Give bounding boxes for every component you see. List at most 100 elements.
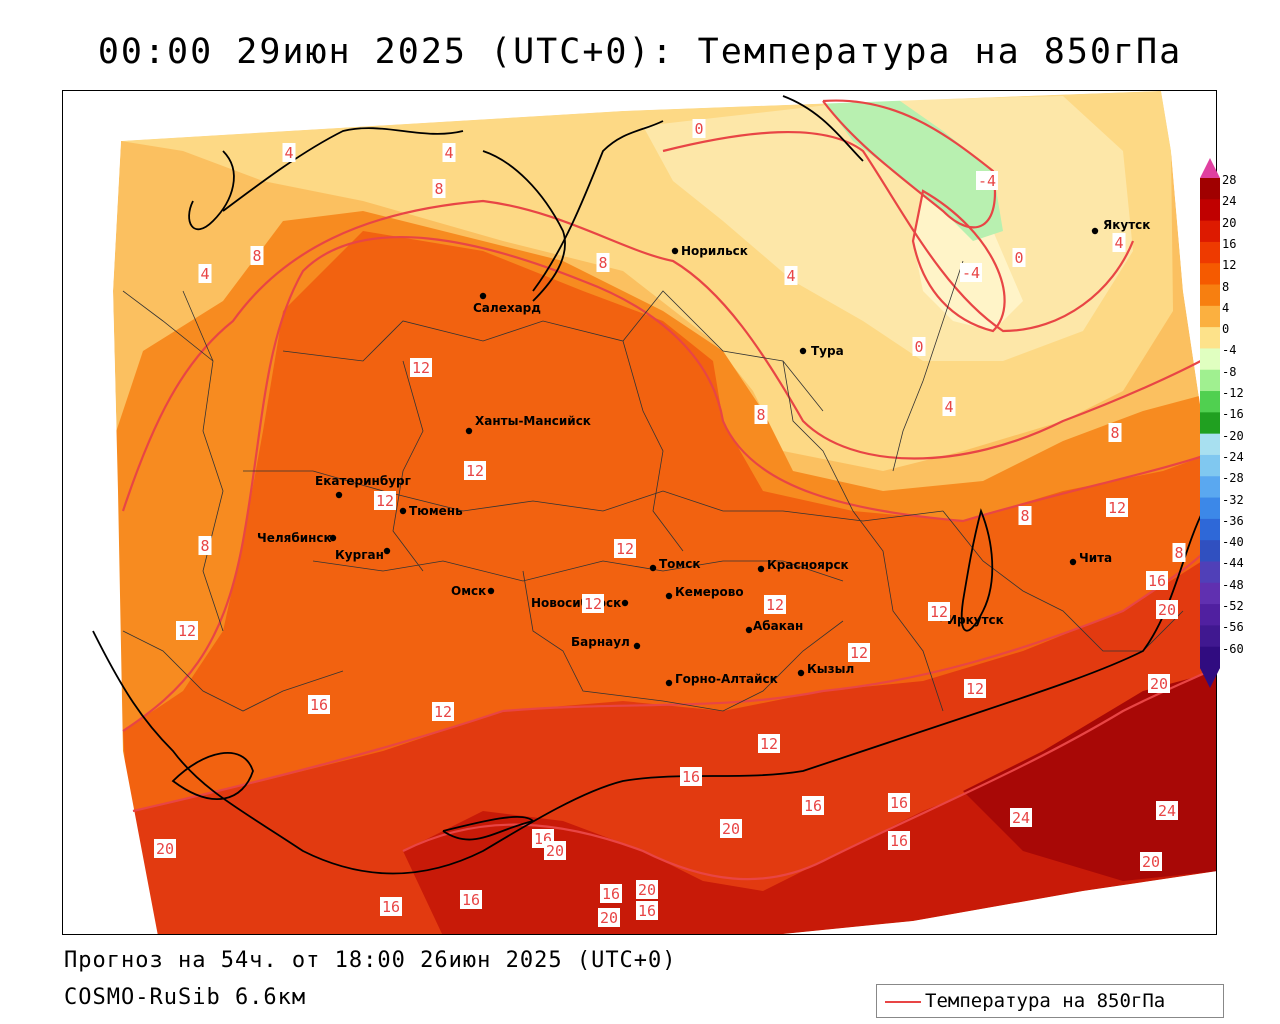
contour-value-label: 4 bbox=[200, 265, 209, 283]
city-label: Омск bbox=[451, 584, 486, 598]
contour-label-bg bbox=[154, 839, 176, 858]
temperature-map: Салехард Норильск Якутск Тура Ханты-Мансийск… bbox=[62, 90, 1217, 935]
colorbar-label: 8 bbox=[1222, 279, 1230, 294]
contour-label-bg bbox=[410, 358, 432, 377]
contour-label-bg bbox=[720, 819, 742, 838]
contour-label-bg bbox=[374, 491, 396, 510]
city-label: Красноярск bbox=[767, 558, 849, 572]
contour-value-label: 0 bbox=[1014, 249, 1023, 267]
contour-label-bg bbox=[802, 796, 824, 815]
city-marker bbox=[335, 491, 343, 499]
colorbar-swatch bbox=[1200, 327, 1220, 349]
contour-value-label: 16 bbox=[462, 891, 480, 909]
contour-label-bg bbox=[754, 405, 768, 424]
colorbar-swatch bbox=[1200, 518, 1220, 541]
city-label: Салехард bbox=[473, 301, 541, 315]
contour-label-bg bbox=[976, 171, 998, 190]
colorbar-swatch bbox=[1200, 476, 1220, 499]
colorbar-swatch bbox=[1200, 199, 1220, 222]
city-marker bbox=[665, 592, 673, 600]
contour-value-label: 0 bbox=[914, 338, 923, 356]
contour-label-bg bbox=[848, 643, 870, 662]
contour-value-label: 12 bbox=[466, 462, 484, 480]
contour-label-bg bbox=[758, 734, 780, 753]
contour-label-bg bbox=[380, 897, 402, 916]
colorbar-label: -44 bbox=[1222, 556, 1244, 571]
colorbar-label: 20 bbox=[1222, 215, 1237, 230]
contour-label-bg bbox=[636, 880, 658, 899]
city-marker bbox=[671, 247, 679, 255]
city-marker bbox=[757, 565, 765, 573]
contour-value-label: 20 bbox=[156, 840, 174, 858]
contour-label-bg bbox=[432, 179, 446, 198]
contour-value-label: 16 bbox=[804, 797, 822, 815]
city-marker bbox=[665, 679, 673, 687]
contour-value-label: 8 bbox=[1020, 507, 1029, 525]
contour-label-bg bbox=[636, 901, 658, 920]
colorbar-swatch bbox=[1200, 369, 1220, 392]
city-marker bbox=[633, 642, 641, 650]
contour-label-bg bbox=[942, 397, 956, 416]
contour-label-bg bbox=[912, 337, 926, 356]
city-marker bbox=[621, 599, 629, 607]
zone-cold-core bbox=[913, 191, 1023, 331]
contour-value-label: 12 bbox=[412, 359, 430, 377]
contour-value-label: 12 bbox=[584, 595, 602, 613]
contour-value-label: 8 bbox=[200, 537, 209, 555]
contour-value-label: 8 bbox=[252, 247, 261, 265]
contour-value-label: 12 bbox=[930, 603, 948, 621]
city-marker bbox=[487, 587, 495, 595]
contour-label-bg bbox=[888, 831, 910, 850]
colorbar-label: 28 bbox=[1222, 173, 1237, 187]
colorbar-swatch bbox=[1200, 646, 1220, 669]
contour-value-label: 20 bbox=[546, 842, 564, 860]
isotherms bbox=[121, 99, 1216, 881]
colorbar-swatch bbox=[1200, 391, 1220, 413]
city-label: Новосибирск bbox=[531, 596, 621, 610]
colorbar-swatch bbox=[1200, 305, 1220, 328]
colorbar-label: 0 bbox=[1222, 322, 1230, 337]
colorbar-label: -48 bbox=[1222, 577, 1244, 592]
colorbar-swatch bbox=[1200, 604, 1220, 626]
legend-label: Температура на 850гПа bbox=[925, 990, 1166, 1012]
contour-value-label: 20 bbox=[638, 881, 656, 899]
domain-mask-left bbox=[63, 91, 158, 934]
contour-value-label: 16 bbox=[638, 902, 656, 920]
contour-label-bg bbox=[600, 884, 622, 903]
contour-value-label: -4 bbox=[962, 264, 980, 282]
colorbar-swatch bbox=[1200, 625, 1220, 648]
contour-value-label: 16 bbox=[1148, 572, 1166, 590]
contour-value-label: 16 bbox=[890, 832, 908, 850]
contour-label-bg bbox=[1010, 808, 1032, 827]
colorbar-swatch bbox=[1200, 241, 1220, 264]
colorbar-swatch bbox=[1200, 348, 1220, 371]
colorbar bbox=[1200, 158, 1220, 688]
city-marker bbox=[799, 347, 807, 355]
contour-value-label: 16 bbox=[890, 794, 908, 812]
contour-label-bg bbox=[250, 246, 264, 265]
city-label: Кызыл bbox=[807, 662, 854, 676]
contour-value-label: 12 bbox=[434, 703, 452, 721]
contour-label-bg bbox=[928, 602, 950, 621]
contour-value-label: 20 bbox=[600, 909, 618, 927]
contour-value-label: 12 bbox=[966, 680, 984, 698]
colorbar-label: -52 bbox=[1222, 599, 1244, 614]
colorbar-label: -12 bbox=[1222, 386, 1244, 401]
city-label: Горно-Алтайск bbox=[675, 672, 778, 686]
contour-label-bg bbox=[198, 536, 212, 555]
forecast-info: Прогноз на 54ч. от 18:00 26июн 2025 (UTC… bbox=[64, 948, 677, 973]
contour-value-label: 20 bbox=[1142, 853, 1160, 871]
city-marker bbox=[399, 507, 407, 515]
legend-line-swatch bbox=[885, 1001, 921, 1003]
colorbar-label: -20 bbox=[1222, 428, 1244, 443]
contour-value-label: 12 bbox=[1108, 499, 1126, 517]
contour-value-label: 8 bbox=[1174, 544, 1183, 562]
contour-label-bg bbox=[680, 767, 702, 786]
contour-value-label: 20 bbox=[722, 820, 740, 838]
domain-mask-top bbox=[63, 91, 1216, 141]
contour-label-bg bbox=[464, 461, 486, 480]
contour-value-label: 12 bbox=[376, 492, 394, 510]
contour-value-label: 4 bbox=[1114, 234, 1123, 252]
colorbar-swatch bbox=[1200, 284, 1220, 307]
zone-minus4 bbox=[823, 96, 1003, 241]
